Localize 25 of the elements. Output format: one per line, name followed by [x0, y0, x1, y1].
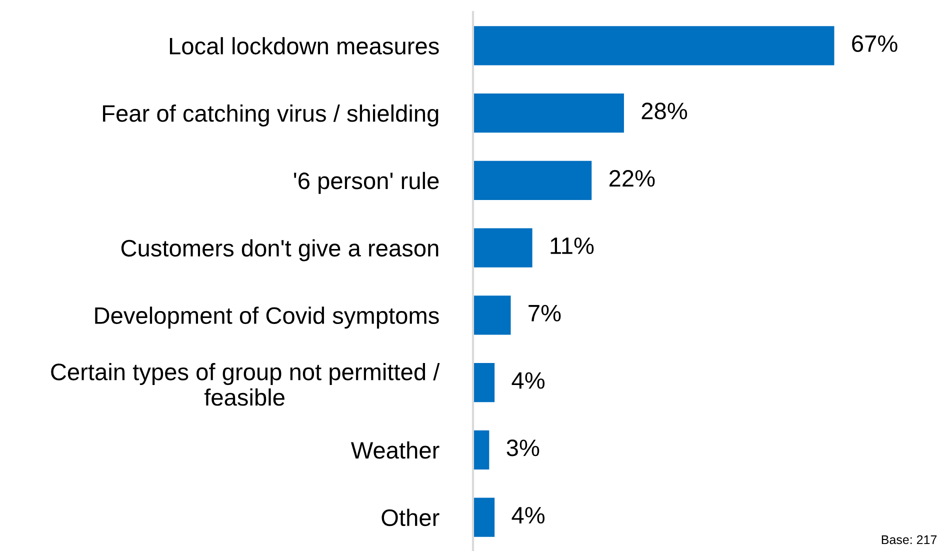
text: Base: 217	[882, 535, 937, 544]
data-label: 67%	[852, 35, 898, 52]
bar	[473, 430, 490, 470]
y-tick-label: Development of Covid symptoms	[95, 306, 439, 329]
bar	[473, 160, 592, 200]
y-tick-label: '6 person' rule	[294, 172, 439, 194]
y-tick-label: Weather	[350, 441, 440, 459]
data-label: 4%	[512, 507, 545, 524]
data-label: 28%	[642, 102, 688, 120]
bar	[473, 498, 495, 537]
y-tick-label: Fear of catching virus / shielding	[103, 104, 438, 127]
y-tick-label: Other	[382, 508, 440, 526]
bar	[473, 26, 834, 66]
bar	[473, 296, 511, 335]
y-tick-label: Customers don't give a reason	[121, 239, 438, 262]
bar	[473, 363, 495, 402]
bar	[473, 94, 624, 133]
data-label: 3%	[506, 440, 540, 456]
data-label: 7%	[528, 304, 561, 322]
y-tick-label: Local lockdown measures	[170, 37, 439, 54]
data-label: 4%	[512, 372, 545, 389]
y-tick-label: Certain types of group not permitted / feasible	[51, 363, 440, 406]
bar	[473, 228, 532, 268]
data-label: 22%	[609, 170, 655, 187]
data-label: 11%	[550, 238, 594, 254]
